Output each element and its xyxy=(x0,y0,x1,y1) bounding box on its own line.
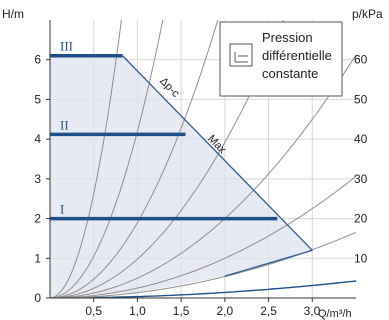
system-curve-3 xyxy=(50,54,356,298)
y2-tick-label-0: 10 xyxy=(354,251,368,265)
y-tick-label-1: 1 xyxy=(34,251,41,265)
y2-tick-label-1: 20 xyxy=(354,212,368,226)
legend-line-3: constante xyxy=(262,66,318,81)
legend-line-2: différentielle xyxy=(262,48,332,63)
y-axis-label-left: H/m xyxy=(2,7,24,21)
operating-envelope xyxy=(50,55,313,299)
y-tick-label-6: 6 xyxy=(34,53,41,67)
envelope-bottom-line xyxy=(224,249,313,277)
x-tick-label-5: 3,0 xyxy=(304,304,321,318)
system-curve-2 xyxy=(50,176,356,298)
x-tick-label-0: 0,5 xyxy=(85,304,102,318)
y2-tick-label-3: 40 xyxy=(354,132,368,146)
y-tick-label-2: 2 xyxy=(34,212,41,226)
y2-tick-label-5: 60 xyxy=(354,53,368,67)
ticks: 0,5 1,0 1,5 2,0 2,5 3,0 0 1 2 3 4 5 6 10 20 30 40 50 60 xyxy=(34,53,367,318)
x-tick-label-3: 2,0 xyxy=(217,304,234,318)
legend: Pression différentielle constante xyxy=(219,21,343,97)
dpc-line xyxy=(122,55,313,251)
legend-line-1: Pression xyxy=(262,30,313,45)
y-tick-label-5: 5 xyxy=(34,92,41,106)
y2-tick-label-2: 30 xyxy=(354,172,368,186)
x-axis-label: Q/m³/h xyxy=(318,308,352,320)
curve-label-II: II xyxy=(60,117,69,132)
curve-label-I: I xyxy=(60,202,64,217)
y2-tick-label-4: 50 xyxy=(354,92,368,106)
legend-box xyxy=(219,21,343,97)
y-axis-label-right: p/kPa xyxy=(352,7,383,21)
constant-pressure-icon xyxy=(229,43,253,67)
x-tick-label-1: 1,0 xyxy=(129,304,146,318)
y-tick-label-4: 4 xyxy=(34,132,41,146)
system-curve-6 xyxy=(50,20,164,298)
curve-label-III: III xyxy=(60,39,73,54)
x-tick-label-2: 1,5 xyxy=(173,304,190,318)
y-tick-label-0: 0 xyxy=(34,291,41,305)
x-tick-label-4: 2,5 xyxy=(260,304,277,318)
y-tick-label-3: 3 xyxy=(34,172,41,186)
